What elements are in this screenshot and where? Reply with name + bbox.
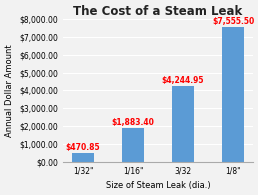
Bar — [222, 27, 244, 162]
X-axis label: Size of Steam Leak (dia.): Size of Steam Leak (dia.) — [106, 181, 210, 190]
Bar — [72, 153, 94, 162]
Bar — [172, 86, 194, 162]
Title: The Cost of a Steam Leak: The Cost of a Steam Leak — [74, 5, 243, 18]
Text: $470.85: $470.85 — [66, 143, 100, 152]
Y-axis label: Annual Dollar Amount: Annual Dollar Amount — [5, 44, 14, 137]
Text: $7,555.50: $7,555.50 — [212, 17, 254, 26]
Text: $4,244.95: $4,244.95 — [162, 76, 204, 85]
Text: $1,883.40: $1,883.40 — [112, 118, 155, 127]
Bar — [122, 128, 144, 162]
